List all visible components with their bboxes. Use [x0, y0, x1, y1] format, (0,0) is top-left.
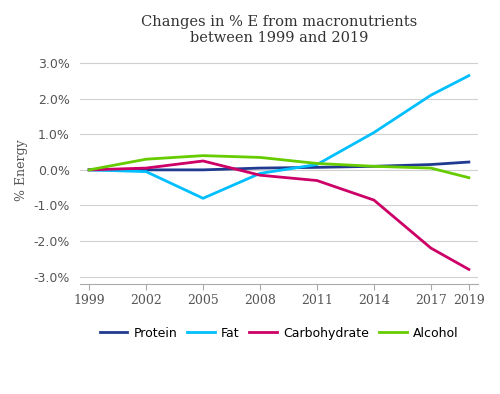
Alcohol: [466, 175, 472, 180]
Fat: [428, 93, 434, 98]
Fat: [371, 130, 377, 135]
Fat: [257, 171, 263, 176]
Fat: [86, 167, 92, 172]
Protein: [466, 160, 472, 164]
Protein: [86, 167, 92, 172]
Carbohydrate: [466, 267, 472, 272]
Alcohol: [371, 164, 377, 169]
Protein: [314, 165, 320, 170]
Fat: [314, 162, 320, 167]
Carbohydrate: [314, 178, 320, 183]
Line: Fat: Fat: [89, 76, 469, 198]
Legend: Protein, Fat, Carbohydrate, Alcohol: Protein, Fat, Carbohydrate, Alcohol: [94, 322, 464, 345]
Fat: [466, 73, 472, 78]
Alcohol: [428, 166, 434, 171]
Alcohol: [257, 155, 263, 160]
Protein: [371, 164, 377, 169]
Fat: [143, 169, 149, 174]
Carbohydrate: [371, 198, 377, 203]
Protein: [257, 166, 263, 171]
Line: Alcohol: Alcohol: [89, 156, 469, 178]
Alcohol: [86, 167, 92, 172]
Carbohydrate: [428, 246, 434, 251]
Carbohydrate: [86, 167, 92, 172]
Y-axis label: % Energy: % Energy: [15, 139, 28, 201]
Carbohydrate: [200, 159, 206, 164]
Line: Protein: Protein: [89, 162, 469, 170]
Alcohol: [143, 157, 149, 162]
Protein: [143, 167, 149, 172]
Carbohydrate: [257, 173, 263, 178]
Protein: [428, 162, 434, 167]
Protein: [200, 167, 206, 172]
Line: Carbohydrate: Carbohydrate: [89, 161, 469, 269]
Alcohol: [200, 153, 206, 158]
Fat: [200, 196, 206, 201]
Title: Changes in % E from macronutrients
between 1999 and 2019: Changes in % E from macronutrients betwe…: [141, 15, 417, 45]
Alcohol: [314, 161, 320, 166]
Carbohydrate: [143, 166, 149, 171]
